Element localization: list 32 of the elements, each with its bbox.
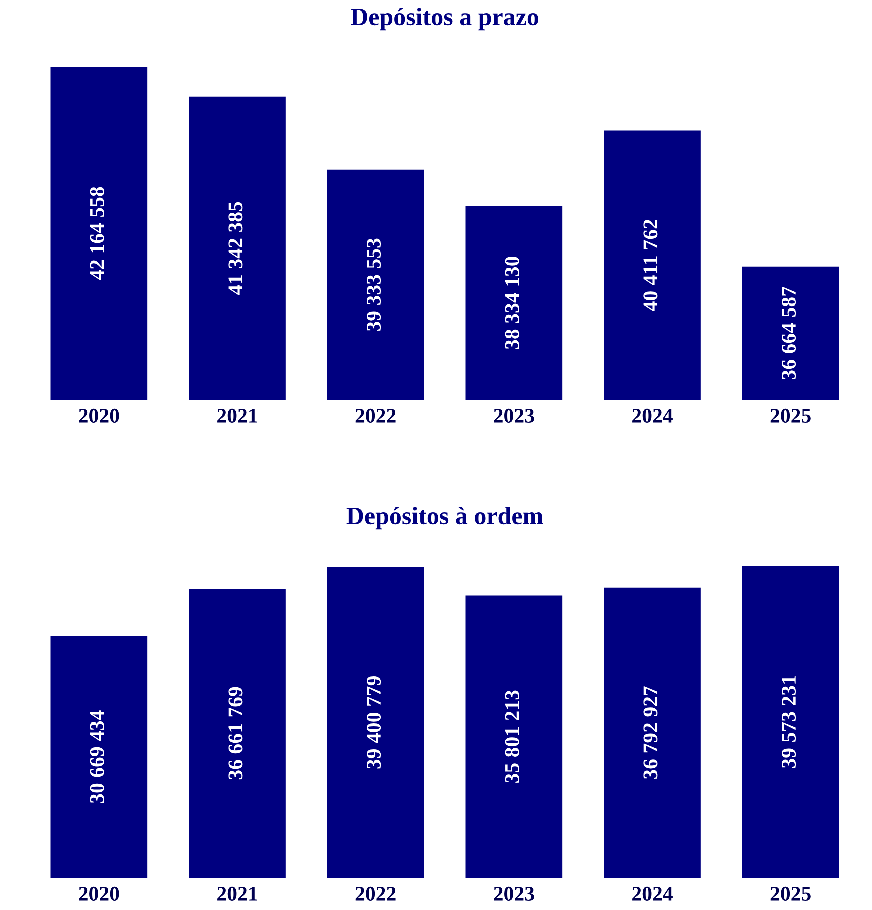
data-label: 41 342 385 [228, 202, 243, 296]
data-label: 36 661 769 [228, 687, 243, 780]
x-tick-label: 2024 [632, 886, 673, 901]
x-tick-label: 2022 [356, 408, 396, 423]
x-tick-label: 2020 [79, 886, 120, 901]
data-label: 36 792 927 [644, 686, 658, 780]
chart-title: Depósitos a prazo [351, 8, 538, 31]
x-tick-label: 2025 [770, 408, 811, 423]
data-label: 30 669 434 [90, 710, 104, 804]
bar [742, 566, 840, 878]
data-label: 35 801 213 [505, 690, 520, 783]
x-tick-label: 2022 [356, 886, 396, 901]
x-tick-label: 2024 [632, 408, 673, 423]
bar [50, 636, 148, 878]
bar [466, 596, 563, 878]
data-label: 36 664 587 [782, 287, 796, 380]
x-tick-label: 2020 [79, 408, 120, 423]
chart-title: Depósitos à ordem [346, 506, 544, 530]
bar [604, 588, 701, 878]
data-label: 42 164 558 [90, 187, 104, 280]
data-label: 39 573 231 [782, 676, 796, 768]
data-label: 38 334 130 [505, 257, 520, 350]
x-tick-label: 2021 [218, 408, 258, 423]
data-label: 39 400 779 [366, 676, 382, 769]
x-tick-label: 2025 [770, 886, 811, 901]
bar [327, 567, 424, 878]
x-tick-label: 2023 [494, 408, 534, 423]
x-tick-label: 2021 [218, 886, 258, 901]
bar [189, 588, 286, 878]
data-label: 40 411 762 [644, 220, 658, 312]
x-tick-label: 2023 [494, 886, 534, 901]
data-label: 39 333 553 [367, 238, 382, 332]
